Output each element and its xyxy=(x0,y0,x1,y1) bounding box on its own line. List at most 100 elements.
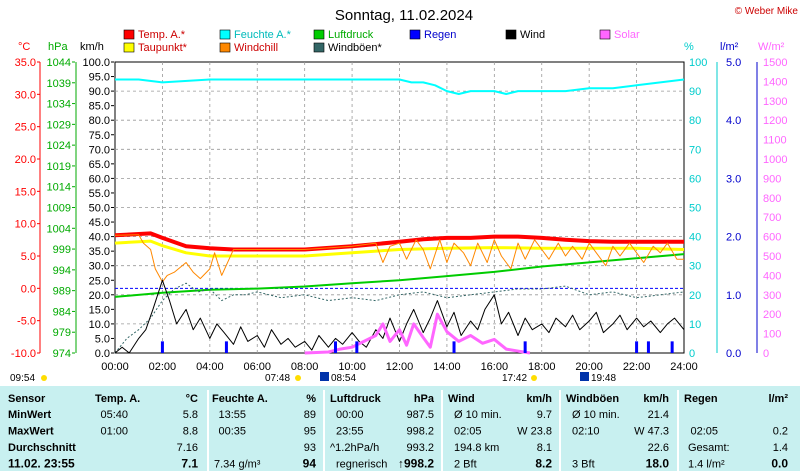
stats-header-8: km/h xyxy=(526,393,552,405)
wind-tick-10: 50.0 xyxy=(89,203,110,215)
solar-tick-10: 500 xyxy=(763,251,781,263)
legend-label-2: Luftdruck xyxy=(328,29,374,41)
wind-tick-9: 55.0 xyxy=(89,188,110,200)
pressure-tick-12: 984 xyxy=(53,306,71,318)
stats-header-2: °C xyxy=(186,393,198,405)
stats-cell-1-3: 00:35 xyxy=(218,426,246,438)
wind-tick-5: 75.0 xyxy=(89,130,110,142)
grid xyxy=(115,62,684,353)
legend-swatch-4 xyxy=(505,29,517,40)
legend-swatch-7 xyxy=(219,42,231,53)
stats-cell-3-3: 7.34 g/m³ xyxy=(214,459,261,471)
wind-tick-15: 25.0 xyxy=(89,275,110,287)
stats-header-5: Luftdruck xyxy=(330,393,382,405)
solar-tick-5: 1000 xyxy=(763,154,787,166)
temp-tick-6: 5.0 xyxy=(21,251,36,263)
rain-bar-6 xyxy=(635,341,639,353)
wind-tick-1: 95.0 xyxy=(89,72,110,84)
stats-header-11: Regen xyxy=(684,393,718,405)
moonset-label: 08:54 xyxy=(331,373,356,384)
stats-cell-1-8: W 23.8 xyxy=(517,426,552,438)
stats-cell-1-11: 02:05 xyxy=(690,426,718,438)
x-tick-9: 18:00 xyxy=(528,361,556,373)
sunset-label: 17:42 xyxy=(502,373,527,384)
humidity-tick-9: 10 xyxy=(689,319,701,331)
stats-header-10: km/h xyxy=(643,393,669,405)
rain-bar-5 xyxy=(523,341,527,353)
solar-tick-3: 1200 xyxy=(763,115,787,127)
pressure-tick-1: 1039 xyxy=(47,78,71,90)
solar-tick-1: 1400 xyxy=(763,76,787,88)
wind-tick-7: 65.0 xyxy=(89,159,110,171)
x-tick-12: 24:00 xyxy=(670,361,698,373)
humidity-tick-0: 100 xyxy=(689,57,707,69)
chart-title: Sonntag, 11.02.2024 xyxy=(335,7,473,24)
legend-label-4: Wind xyxy=(520,29,545,41)
series-layer xyxy=(114,78,685,355)
sunset-icon xyxy=(531,375,537,381)
temp-tick-5: 10.0 xyxy=(15,219,36,231)
temp-tick-4: 15.0 xyxy=(15,186,36,198)
legend: Temp. A.* Feuchte A.* Luftdruck Regen Wind So… xyxy=(123,29,640,54)
wind-unit-label: km/h xyxy=(80,41,104,53)
stats-cell-0-8: 9.7 xyxy=(537,409,552,421)
x-tick-11: 22:00 xyxy=(623,361,651,373)
stats-cell-1-6: 998.2 xyxy=(406,426,434,438)
stats-cell-2-5: ^1.2hPa/h xyxy=(330,442,379,454)
stats-header-6: hPa xyxy=(414,393,435,405)
stats-cell-1-9: 02:10 xyxy=(572,426,600,438)
pressure-tick-13: 979 xyxy=(53,327,71,339)
series-line-1 xyxy=(115,78,685,95)
wind-tick-0: 100.0 xyxy=(82,57,110,69)
pressure-tick-0: 1044 xyxy=(47,57,71,69)
stats-cell-0-10: 21.4 xyxy=(648,409,669,421)
legend-label-7: Windchill xyxy=(234,42,278,54)
rain-tick-0: 5.0 xyxy=(726,57,741,69)
sun-icon-moonrise xyxy=(41,375,47,381)
wind-tick-6: 70.0 xyxy=(89,144,110,156)
temp-tick-8: -5.0 xyxy=(17,316,36,328)
temp-tick-7: 0.0 xyxy=(21,283,36,295)
stats-cell-3-7: 2 Bft xyxy=(454,459,477,471)
stats-header-7: Wind xyxy=(448,393,475,405)
stats-cell-1-7: 02:05 xyxy=(454,426,482,438)
wind-tick-11: 45.0 xyxy=(89,217,110,229)
sun-moon-row: 09:54 07:48 08:54 17:42 19:48 xyxy=(10,372,616,384)
stats-header-9: Windböen xyxy=(566,393,619,405)
temp-unit-label: °C xyxy=(18,41,30,53)
series-line-6 xyxy=(114,279,685,354)
rain-unit-label: l/m² xyxy=(720,41,739,53)
moon-label-2: 19:48 xyxy=(591,373,616,384)
rain-tick-4: 1.0 xyxy=(726,290,741,302)
wind-tick-12: 40.0 xyxy=(89,232,110,244)
legend-swatch-5 xyxy=(599,29,611,40)
stats-cell-2-0: Durchschnitt xyxy=(8,442,76,454)
stats-header-0: Sensor xyxy=(8,393,46,405)
series-line-2 xyxy=(114,253,685,298)
stats-table: Sensor Temp. A. °C Feuchte A.% Luftdruck hPa W… xyxy=(0,386,800,471)
credit-label[interactable]: © Weber Mike xyxy=(735,6,799,17)
wind-tick-17: 15.0 xyxy=(89,304,110,316)
moonrise-label: 09:54 xyxy=(10,373,35,384)
stats-cell-3-10: 18.0 xyxy=(646,457,670,471)
wind-tick-4: 80.0 xyxy=(89,115,110,127)
stats-cell-1-5: 23:55 xyxy=(336,426,364,438)
solar-tick-11: 400 xyxy=(763,270,781,282)
rain-bar-7 xyxy=(646,341,650,353)
legend-swatch-6 xyxy=(123,42,135,53)
moon-phase-icon-2 xyxy=(580,372,589,381)
rain-bar-1 xyxy=(224,341,228,353)
legend-swatch-2 xyxy=(313,29,325,40)
rain-tick-5: 0.0 xyxy=(726,348,741,360)
pressure-unit-label: hPa xyxy=(48,41,68,53)
stats-cell-1-4: 95 xyxy=(304,426,316,438)
pressure-tick-4: 1024 xyxy=(47,140,71,152)
stats-cell-0-6: 987.5 xyxy=(406,409,434,421)
stats-cell-3-4: 94 xyxy=(303,457,317,471)
stats-cell-1-12: 0.2 xyxy=(773,426,788,438)
series-line-4 xyxy=(114,234,684,283)
temp-tick-1: 30.0 xyxy=(15,89,36,101)
stats-cell-3-9: 3 Bft xyxy=(572,459,595,471)
x-tick-5: 10:00 xyxy=(338,361,366,373)
humidity-tick-5: 50 xyxy=(689,203,701,215)
